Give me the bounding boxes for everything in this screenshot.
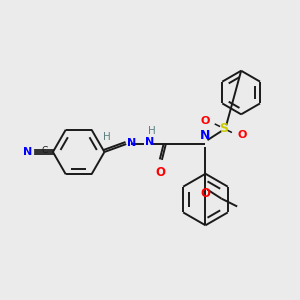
Text: N: N: [127, 138, 136, 148]
Text: S: S: [219, 122, 228, 135]
Text: H: H: [103, 132, 110, 142]
Text: O: O: [200, 116, 209, 126]
Text: O: O: [155, 166, 165, 179]
Text: N: N: [200, 129, 211, 142]
Text: O: O: [200, 187, 211, 200]
Text: C: C: [42, 146, 48, 155]
Text: O: O: [237, 130, 247, 140]
Text: H: H: [148, 126, 156, 136]
Text: N: N: [145, 137, 154, 147]
Text: N: N: [23, 147, 32, 157]
